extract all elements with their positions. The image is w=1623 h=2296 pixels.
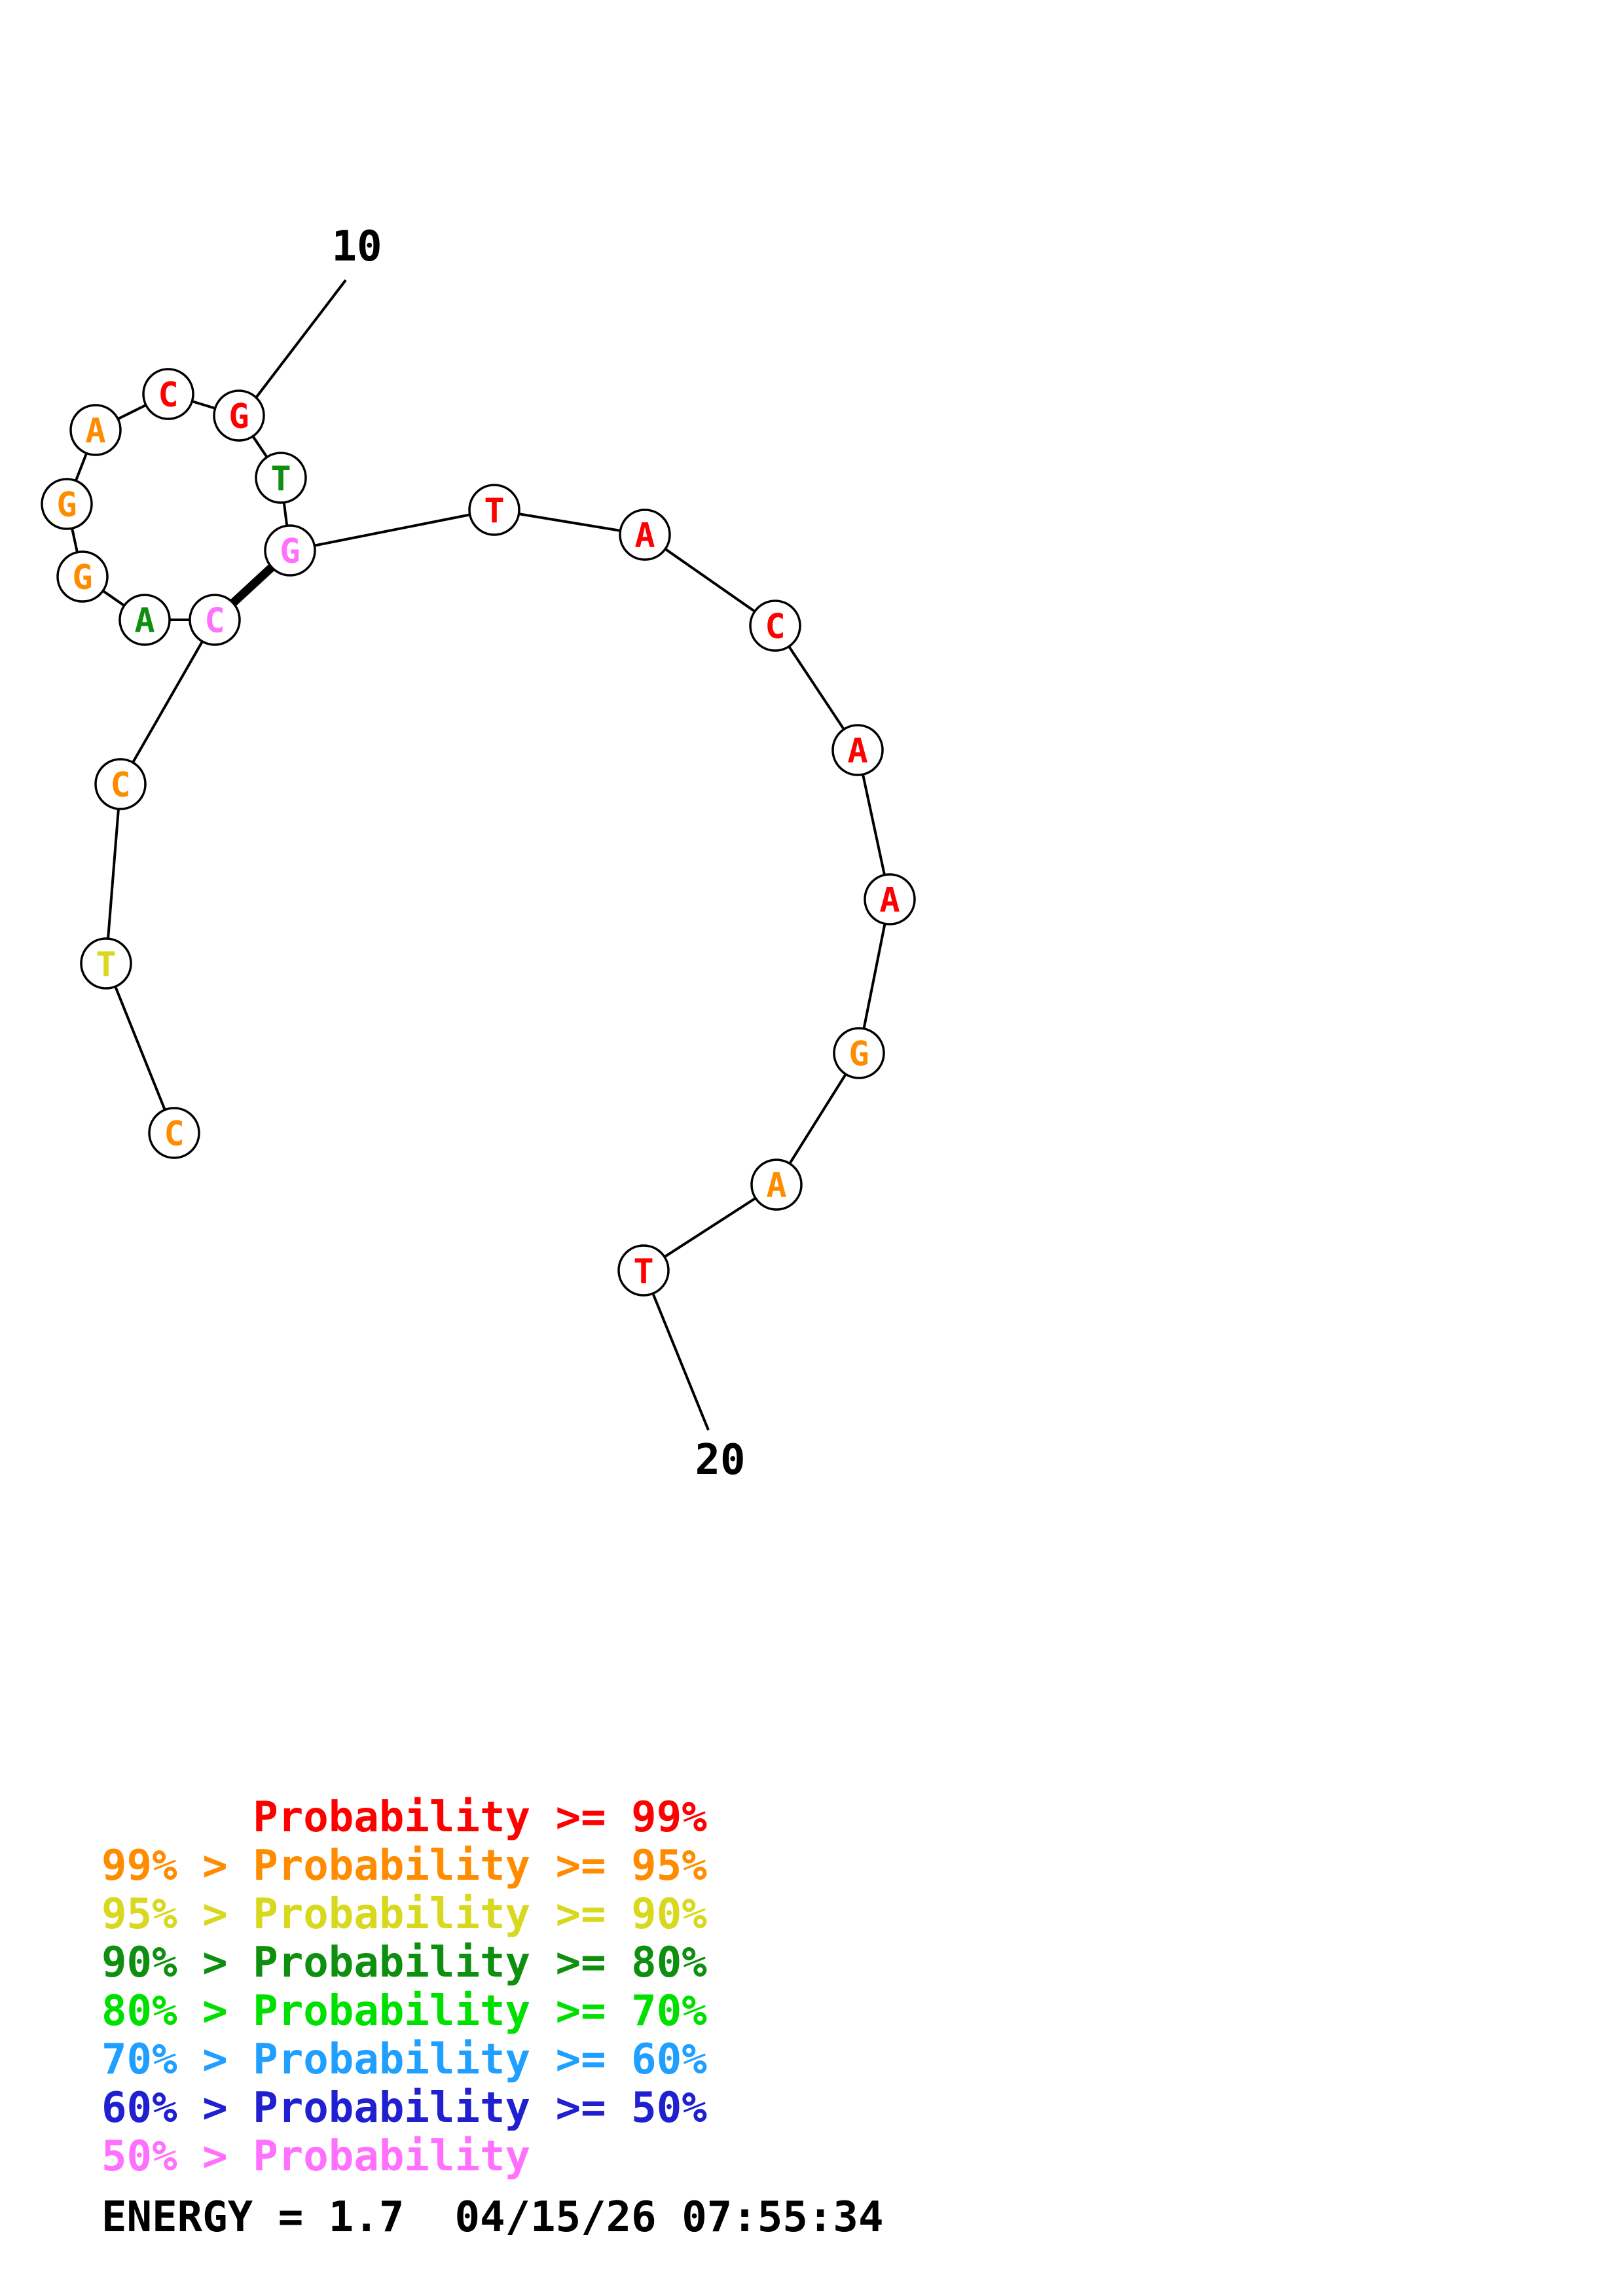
backbone-line: [858, 899, 891, 1054]
backbone-line: [105, 963, 175, 1134]
sequence-number-line: [652, 1294, 710, 1431]
sequence-number-line: [247, 279, 347, 408]
nucleotide-circle: [833, 1027, 885, 1079]
nucleotide-circle: [255, 452, 307, 504]
nucleotide-base: G: [72, 558, 92, 598]
nucleotide-circle: [749, 600, 801, 652]
nucleotide-base: C: [164, 1115, 184, 1154]
nucleotide-base: G: [848, 1035, 869, 1074]
nucleotide-base: A: [766, 1166, 786, 1206]
legend-line: 50% > Probability: [101, 2132, 531, 2181]
nucleotide-circle: [213, 389, 265, 442]
nucleotide-circle: [119, 594, 171, 646]
nucleotide-base: T: [270, 459, 291, 499]
nucleotide-circle: [80, 937, 132, 990]
nucleotide-base: C: [204, 601, 225, 641]
sequence-number-label: 10: [331, 223, 382, 271]
backbone-line: [289, 509, 495, 552]
legend-line: 99% > Probability >= 95%: [101, 1842, 707, 1890]
nucleotide-circle: [41, 478, 93, 530]
backbone-line: [642, 1183, 778, 1272]
nucleotide-base: A: [879, 881, 900, 920]
energy-text: ENERGY = 1.7 04/15/26 07:55:34: [101, 2193, 884, 2242]
nucleotide-base: G: [228, 397, 249, 437]
nucleotide-circle: [468, 484, 520, 536]
nucleotide-circle: [617, 1244, 670, 1297]
legend-line: Probability >= 99%: [101, 1793, 707, 1842]
nucleotide-circle: [864, 873, 916, 925]
nucleotide-circle: [750, 1158, 803, 1211]
backbone-line: [644, 533, 776, 627]
nucleotide-base: T: [96, 945, 116, 984]
legend: Probability >= 99% 99% > Probability >= 9…: [101, 1793, 707, 2181]
nucleotide-base: T: [633, 1252, 653, 1291]
nucleotide-base: C: [110, 766, 130, 805]
nucleotide-base: A: [85, 412, 105, 451]
nucleotide-circle: [69, 404, 122, 456]
nucleotide-circle: [264, 524, 316, 577]
legend-line: 90% > Probability >= 80%: [101, 1939, 707, 1987]
nucleotide-base: C: [158, 376, 178, 415]
nucleotide-circle: [142, 368, 194, 420]
nucleotide-circle: [148, 1107, 200, 1159]
legend-line: 95% > Probability >= 90%: [101, 1890, 707, 1939]
nucleotide-base: C: [765, 607, 785, 647]
nucleotide-base: T: [484, 492, 504, 531]
nucleotide-circle: [56, 550, 109, 603]
nucleotide-circle: [94, 758, 147, 810]
backbone-line: [105, 783, 122, 964]
nucleotide-circle: [189, 594, 241, 646]
sequence-number-label: 20: [695, 1436, 745, 1484]
nucleotide-base: A: [847, 732, 867, 771]
nucleotide-base: A: [134, 601, 155, 641]
nucleotide-circle: [619, 509, 671, 561]
backbone-line: [119, 619, 216, 785]
nucleotide-circle: [831, 724, 884, 776]
legend-line: 60% > Probability >= 50%: [101, 2084, 707, 2132]
legend-line: 80% > Probability >= 70%: [101, 1987, 707, 2036]
nucleotide-base: G: [56, 486, 77, 525]
nucleotide-base: G: [280, 532, 300, 571]
nucleotide-base: A: [634, 516, 655, 556]
legend-line: 70% > Probability >= 60%: [101, 2036, 707, 2084]
